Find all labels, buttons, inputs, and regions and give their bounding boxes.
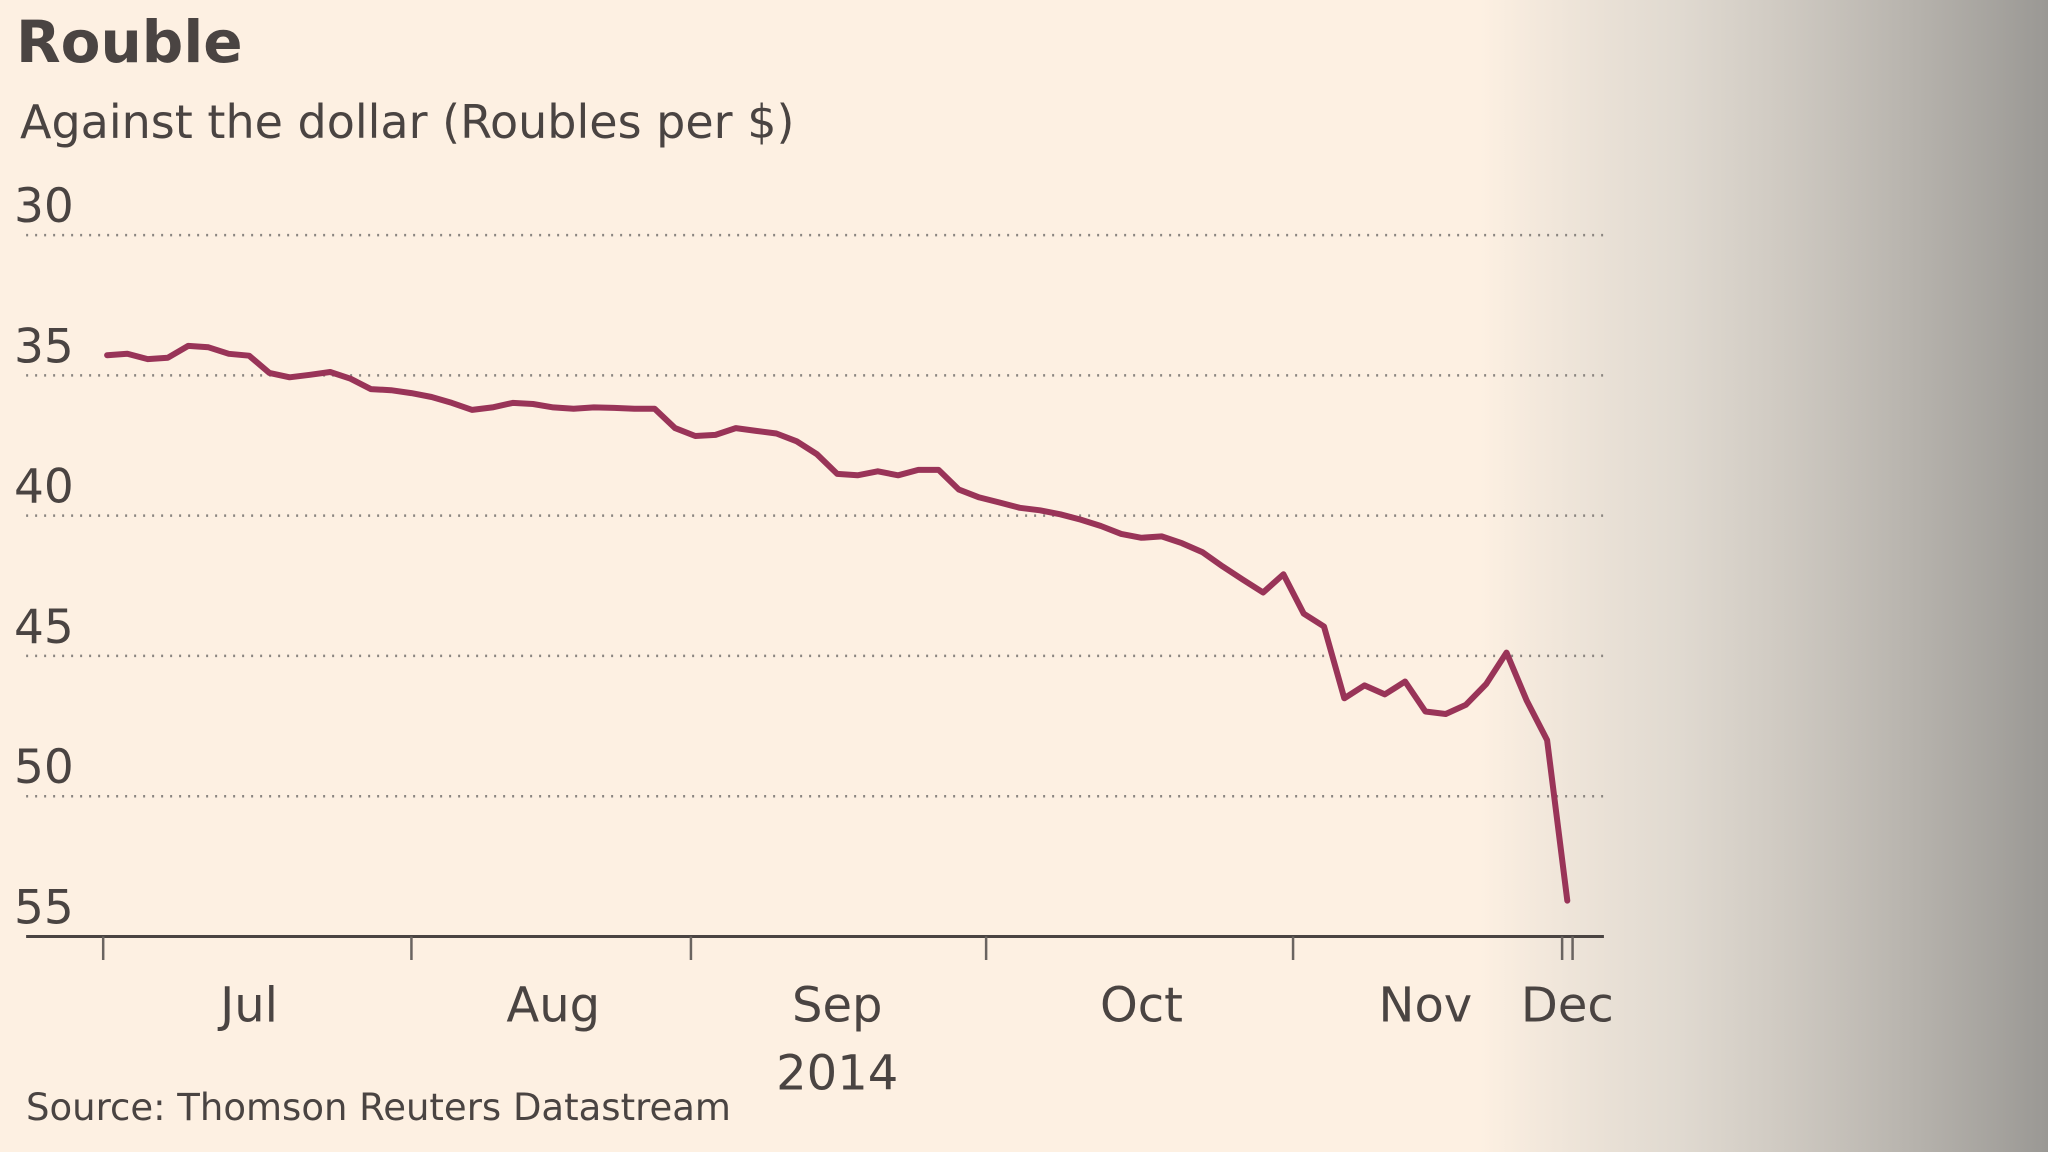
banknote-background [1480,0,2048,1152]
x-tick-label: Jul [217,977,278,1033]
source-note: Source: Thomson Reuters Datastream [26,1086,731,1129]
chart-title: Rouble [16,8,243,76]
y-tick-label: 55 [14,880,74,935]
x-sublabel: 2014 [776,1045,898,1101]
x-tick-label: Sep [792,977,882,1033]
y-tick-label: 30 [14,179,74,234]
x-tick-label: Aug [506,977,600,1033]
x-tick-label: Oct [1100,977,1183,1033]
data-line [104,342,1571,904]
y-tick-label: 45 [14,600,74,655]
x-tick-label: Nov [1379,977,1473,1033]
y-tick-label: 35 [14,319,74,374]
y-tick-label: 50 [14,740,74,795]
y-tick-label: 40 [14,460,74,515]
chart-subtitle: Against the dollar (Roubles per $) [20,95,794,149]
x-tick-label: Dec [1521,977,1614,1033]
